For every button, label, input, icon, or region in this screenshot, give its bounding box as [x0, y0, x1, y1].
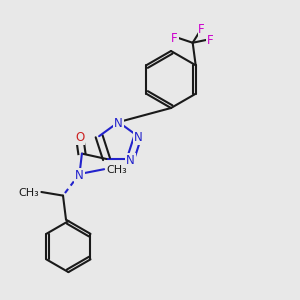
Text: N: N — [114, 117, 123, 130]
Text: F: F — [207, 34, 213, 47]
Text: N: N — [75, 169, 84, 182]
Text: O: O — [75, 131, 84, 144]
Text: N: N — [126, 154, 135, 167]
Text: CH₃: CH₃ — [19, 188, 40, 198]
Text: N: N — [134, 131, 142, 144]
Text: CH₃: CH₃ — [106, 165, 127, 175]
Text: F: F — [171, 32, 178, 45]
Text: F: F — [198, 23, 205, 36]
